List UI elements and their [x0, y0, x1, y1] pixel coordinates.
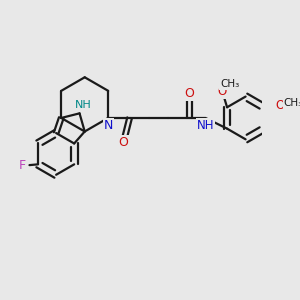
- Text: NH: NH: [197, 119, 214, 132]
- Text: O: O: [218, 85, 227, 98]
- Text: O: O: [184, 87, 194, 100]
- Text: F: F: [19, 159, 26, 172]
- Text: NH: NH: [75, 100, 92, 110]
- Text: O: O: [118, 136, 128, 149]
- Text: CH₃: CH₃: [220, 79, 239, 89]
- Text: N: N: [104, 119, 113, 132]
- Text: O: O: [276, 100, 285, 112]
- Text: CH₃: CH₃: [284, 98, 300, 108]
